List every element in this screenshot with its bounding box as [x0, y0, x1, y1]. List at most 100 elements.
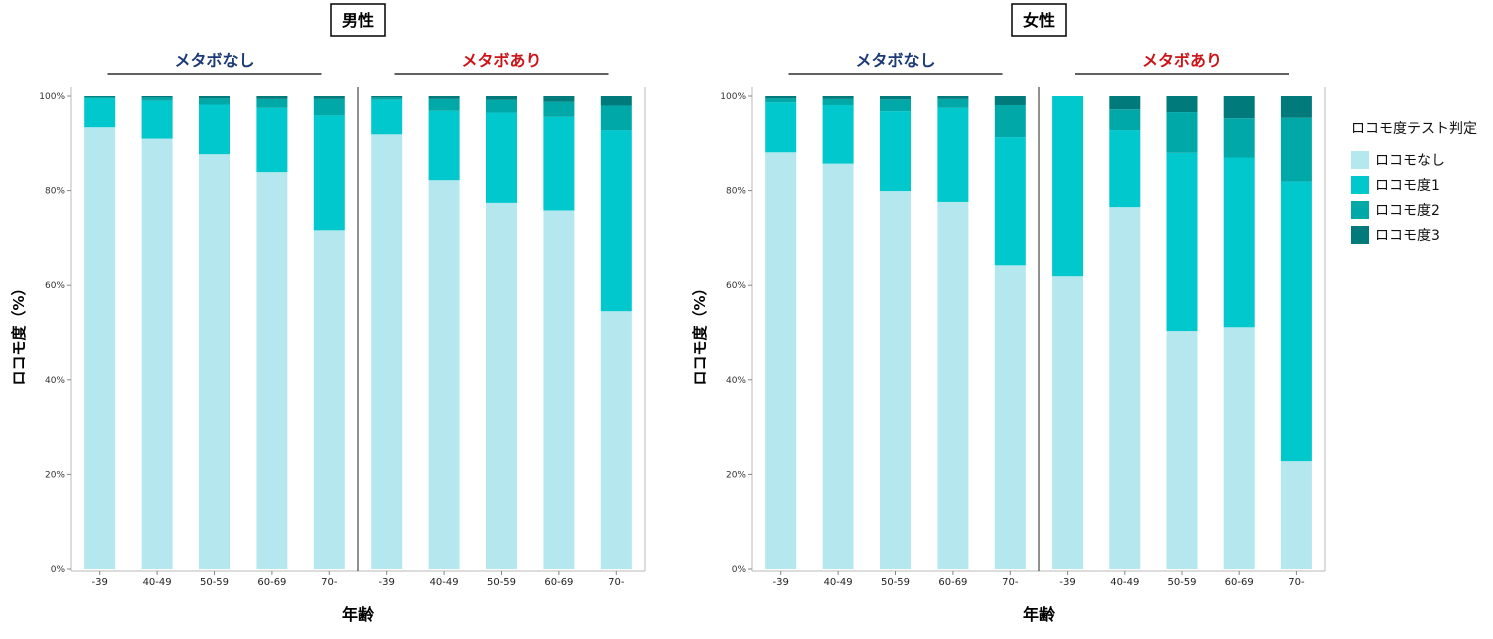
panel2-group1-bar-40-49-series3 [822, 96, 854, 99]
panel1-group1-bar-40-49-series2 [141, 97, 173, 101]
panel1-y-axis-title: ロコモ度（%） [10, 280, 28, 385]
panel2-group2-bar-70--series2 [1280, 117, 1312, 182]
panel2-group2-bar-50-59-series2 [1166, 112, 1198, 153]
panel1-group2-bar-60-69-series3 [543, 96, 575, 102]
panel1-group2-bar-70--series2 [600, 105, 632, 131]
panel2-group1-xtick-label-0: -39 [773, 577, 789, 588]
panel1-group1-bar-40-49-series3 [141, 96, 173, 98]
panel2-group2-bar-60-69-series1 [1223, 157, 1255, 328]
panel2-group1-bar-50-59-series1 [880, 111, 911, 192]
panel1-group2-bar-40-49-series0 [428, 180, 460, 569]
legend-label-3: ロコモ度3 [1375, 227, 1440, 244]
panel2-group1-bar-40-49-series0 [822, 163, 854, 569]
legend: ロコモ度テスト判定 ロコモなし ロコモ度1 ロコモ度2 ロコモ度3 [1351, 118, 1477, 247]
panel2-title-box [1011, 3, 1067, 37]
panel1-ytick-label-0: 0% [51, 565, 66, 575]
panel1-ytick-label-80: 80% [45, 187, 65, 197]
legend-swatch-none [1351, 150, 1369, 169]
panel2-x-axis-title: 年齢 [1023, 605, 1056, 624]
panel1-group1-bar-50-59-series2 [199, 98, 230, 105]
panel1-group2-bar-50-59-series3 [486, 96, 517, 100]
panel2-group2-bar-70--series3 [1280, 96, 1312, 118]
panel1-group1-bar-60-69-series3 [256, 96, 288, 99]
panel2-group1-bar-70--series3 [994, 96, 1026, 105]
legend-swatch-3 [1351, 225, 1369, 244]
panel1-group1-bar-70--series0 [313, 230, 345, 569]
panel2-group2-xtick-label-0: -39 [1059, 577, 1075, 588]
panel1-ytick-label-40: 40% [45, 376, 65, 386]
panel2-group2-xtick-label-3: 60-69 [1225, 577, 1254, 588]
panel2-group2-bar-50-59-series3 [1166, 96, 1198, 113]
panel2-group2-xtick-label-2: 50-59 [1167, 577, 1196, 588]
legend-swatch-1 [1351, 175, 1369, 194]
panel2-group2-bar-40-49-series3 [1109, 96, 1141, 110]
panel1-group2-xtick-label-3: 60-69 [544, 577, 573, 588]
panel2-group2-bar--39-series0 [1052, 276, 1084, 569]
panel1-group2-bar-40-49-series3 [428, 96, 460, 99]
panel1-group1-bar--39-series2 [84, 96, 116, 99]
legend-item-3: ロコモ度3 [1351, 222, 1477, 247]
legend-label-1: ロコモ度1 [1375, 177, 1440, 194]
panel1-group1-bar-40-49-series1 [141, 100, 173, 139]
panel2-group1-bar-60-69-series3 [937, 96, 969, 99]
panel2-group1-xtick-label-1: 40-49 [824, 577, 853, 588]
panel1-group1-bar-70--series1 [313, 115, 345, 231]
panel2-ytick-label-100: 100% [720, 92, 746, 102]
panel1-group2-bar-40-49-series2 [428, 98, 460, 111]
panel2-group2-bar-70--series0 [1280, 461, 1312, 569]
panel2-ytick-label-20: 20% [726, 470, 746, 480]
panel1-group2-bar--39-series3 [371, 96, 403, 98]
panel1-group2-bar-70--series1 [600, 130, 632, 312]
panel2-group1-bar-70--series0 [994, 265, 1026, 569]
panel1-group1-xtick-label-0: -39 [92, 577, 108, 588]
panel2-group1-bar-70--series1 [994, 137, 1026, 266]
panel1-group2-bar-60-69-series1 [543, 116, 575, 211]
legend-item-2: ロコモ度2 [1351, 197, 1477, 222]
panel1-title: 男性 [342, 11, 374, 30]
legend-item-1: ロコモ度1 [1351, 172, 1477, 197]
panel1-group2-bar-50-59-series2 [486, 99, 517, 113]
panel2-ytick-label-80: 80% [726, 187, 746, 197]
panel1-group1-bar-70--series2 [313, 98, 345, 116]
panel1-group2-bar--39-series1 [371, 99, 403, 135]
panel1-group1-xtick-label-1: 40-49 [143, 577, 172, 588]
panel1-group1-bar--39-series3 [84, 96, 116, 97]
panel1-group1-bar-70--series3 [313, 96, 345, 99]
panel2-group2-bar--39-series1 [1052, 96, 1084, 277]
panel2-ytick-label-40: 40% [726, 376, 746, 386]
legend-swatch-2 [1351, 200, 1369, 219]
panel1-group1-xtick-label-3: 60-69 [257, 577, 286, 588]
panel1-group2-bar--39-series2 [371, 97, 403, 100]
legend-label-none: ロコモなし [1375, 152, 1445, 169]
panel2-group2-xtick-label-4: 70- [1288, 577, 1305, 588]
panel1-group1-bar-60-69-series1 [256, 107, 288, 173]
panel1-group2-bar-70--series0 [600, 311, 632, 569]
panel2-group1-bar-50-59-series3 [880, 96, 911, 100]
panel2-group1-bar--39-series2 [765, 98, 797, 103]
panel1-group1-bar--39-series0 [84, 127, 116, 569]
panel2-ytick-label-60: 60% [726, 281, 746, 291]
panel1-group2-bar-60-69-series2 [543, 101, 575, 117]
panel2-group1-bar-70--series2 [994, 104, 1026, 138]
panel2-group2-xtick-label-1: 40-49 [1110, 577, 1139, 588]
panel1-group2-bar--39-series0 [371, 134, 403, 570]
panel1-group1-bar-60-69-series2 [256, 98, 288, 108]
panel1-group1-bar-50-59-series1 [199, 104, 230, 155]
legend-title: ロコモ度テスト判定 [1351, 121, 1477, 137]
panel2-ytick-label-0: 0% [732, 565, 747, 575]
panel1-group2-bar-70--series3 [600, 96, 632, 106]
panel1-group1-bar--39-series1 [84, 98, 116, 128]
panel1-group1-bar-50-59-series3 [199, 96, 230, 99]
panel1-group1-title: メタボなし [174, 51, 254, 70]
panel2-group1-title: メタボなし [855, 51, 935, 70]
panel1-x-axis-title: 年齢 [342, 605, 375, 624]
panel2-group2-bar-50-59-series1 [1166, 152, 1198, 332]
panel2-group1-bar-40-49-series2 [822, 98, 854, 105]
panel1-group2-xtick-label-0: -39 [379, 577, 395, 588]
panel1-group1-bar-60-69-series0 [256, 172, 288, 569]
panel1-ytick-label-100: 100% [39, 92, 65, 102]
panel1-group1-bar-50-59-series0 [199, 154, 230, 569]
panel1-group2-xtick-label-1: 40-49 [430, 577, 459, 588]
panel2-group2-bar-40-49-series0 [1109, 207, 1141, 569]
